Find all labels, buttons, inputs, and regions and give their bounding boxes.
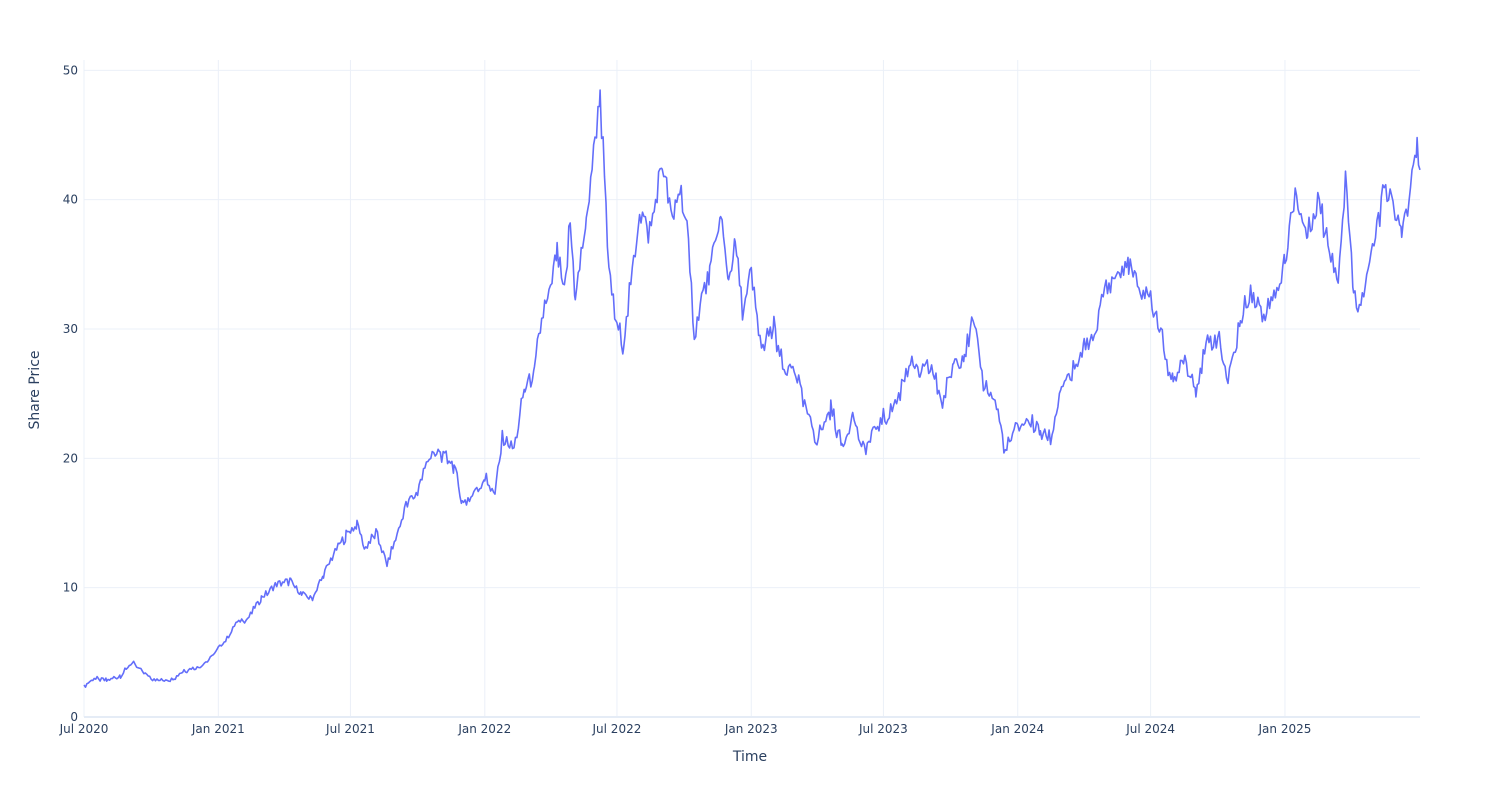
y-tick-label: 40 xyxy=(63,193,78,207)
x-tick-label: Jan 2024 xyxy=(990,722,1044,736)
y-tick-label: 50 xyxy=(63,63,78,77)
x-tick-label: Jul 2020 xyxy=(59,722,109,736)
y-axis-title: Share Price xyxy=(27,350,43,429)
x-tick-label: Jan 2021 xyxy=(191,722,245,736)
plot-area xyxy=(83,89,1421,688)
axes: 0 10 20 30 40 50 Jul 2020 Jan 2021 Jul 2021 Jan 2… xyxy=(59,63,1312,736)
grid xyxy=(83,60,1420,718)
x-tick-label: Jan 2022 xyxy=(457,722,511,736)
y-tick-label: 30 xyxy=(63,322,78,336)
y-tick-label: 20 xyxy=(63,451,78,465)
y-tick-label: 0 xyxy=(70,710,78,724)
x-tick-label: Jul 2024 xyxy=(1125,722,1175,736)
x-tick-label: Jul 2021 xyxy=(325,722,375,736)
y-tick-label: 10 xyxy=(63,581,78,595)
series-line-0 xyxy=(83,89,1421,688)
x-tick-label: Jan 2023 xyxy=(724,722,778,736)
x-tick-label: Jul 2023 xyxy=(858,722,908,736)
x-tick-label: Jul 2022 xyxy=(592,722,642,736)
x-axis-title: Time xyxy=(732,749,767,765)
x-tick-label: Jan 2025 xyxy=(1258,722,1312,736)
